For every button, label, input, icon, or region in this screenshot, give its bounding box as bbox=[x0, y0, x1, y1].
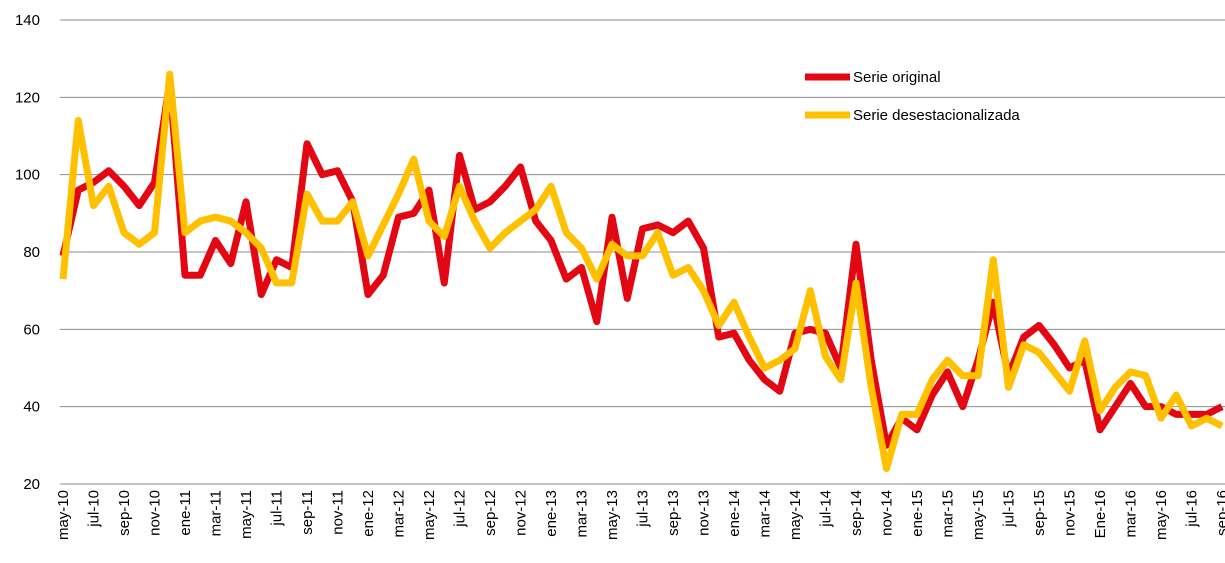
x-tick-label: mar-15 bbox=[940, 490, 957, 538]
x-tick-label: Ene-16 bbox=[1092, 490, 1109, 538]
x-tick-label: jul-12 bbox=[452, 490, 469, 528]
x-tick-label: jul-13 bbox=[635, 490, 652, 528]
legend-label: Serie desestacionalizada bbox=[853, 107, 1020, 124]
x-tick-label: nov-15 bbox=[1062, 490, 1079, 536]
x-tick-label: sep-13 bbox=[665, 490, 682, 536]
x-tick-label: jul-14 bbox=[818, 490, 835, 528]
x-tick-label: sep-11 bbox=[299, 490, 316, 535]
x-tick-label: may-13 bbox=[604, 490, 621, 540]
x-tick-label: ene-11 bbox=[177, 490, 194, 536]
x-tick-label: mar-13 bbox=[574, 490, 591, 538]
x-tick-label: sep-15 bbox=[1031, 490, 1048, 536]
x-tick-label: mar-11 bbox=[208, 490, 225, 536]
legend-label: Serie original bbox=[853, 69, 941, 86]
x-tick-label: nov-12 bbox=[513, 490, 530, 536]
x-tick-label: nov-10 bbox=[147, 490, 164, 536]
x-tick-label: sep-14 bbox=[848, 490, 865, 536]
x-tick-label: may-12 bbox=[421, 490, 438, 540]
x-tick-label: may-15 bbox=[970, 490, 987, 540]
y-tick-label: 100 bbox=[15, 167, 40, 184]
x-tick-label: sep-10 bbox=[116, 490, 133, 536]
y-tick-label: 40 bbox=[23, 399, 40, 416]
y-tick-label: 80 bbox=[23, 244, 40, 261]
y-tick-label: 120 bbox=[15, 89, 40, 106]
x-tick-label: may-11 bbox=[238, 490, 255, 539]
y-tick-label: 60 bbox=[23, 321, 40, 338]
x-tick-label: mar-16 bbox=[1123, 490, 1140, 538]
x-tick-label: may-14 bbox=[787, 490, 804, 540]
series-line bbox=[59, 70, 1224, 473]
y-tick-label: 140 bbox=[15, 12, 40, 29]
x-tick-label: sep-16 bbox=[1214, 490, 1225, 536]
x-tick-label: jul-16 bbox=[1184, 490, 1201, 528]
x-tick-label: ene-14 bbox=[726, 490, 743, 537]
x-tick-label: ene-13 bbox=[543, 490, 560, 537]
y-tick-label: 20 bbox=[23, 476, 40, 493]
x-tick-label: sep-12 bbox=[482, 490, 499, 536]
x-tick-label: may-10 bbox=[55, 490, 72, 540]
x-tick-label: nov-14 bbox=[879, 490, 896, 536]
x-tick-label: ene-12 bbox=[360, 490, 377, 537]
x-tick-label: jul-15 bbox=[1001, 490, 1018, 528]
x-tick-label: may-16 bbox=[1153, 490, 1170, 540]
x-tick-label: mar-12 bbox=[391, 490, 408, 538]
series-line bbox=[59, 78, 1224, 449]
x-tick-label: jul-10 bbox=[86, 490, 103, 528]
x-tick-label: ene-15 bbox=[909, 490, 926, 537]
x-tick-label: jul-11 bbox=[269, 490, 286, 527]
x-tick-label: nov-11 bbox=[330, 490, 347, 535]
x-tick-label: mar-14 bbox=[757, 490, 774, 538]
x-tick-label: nov-13 bbox=[696, 490, 713, 536]
